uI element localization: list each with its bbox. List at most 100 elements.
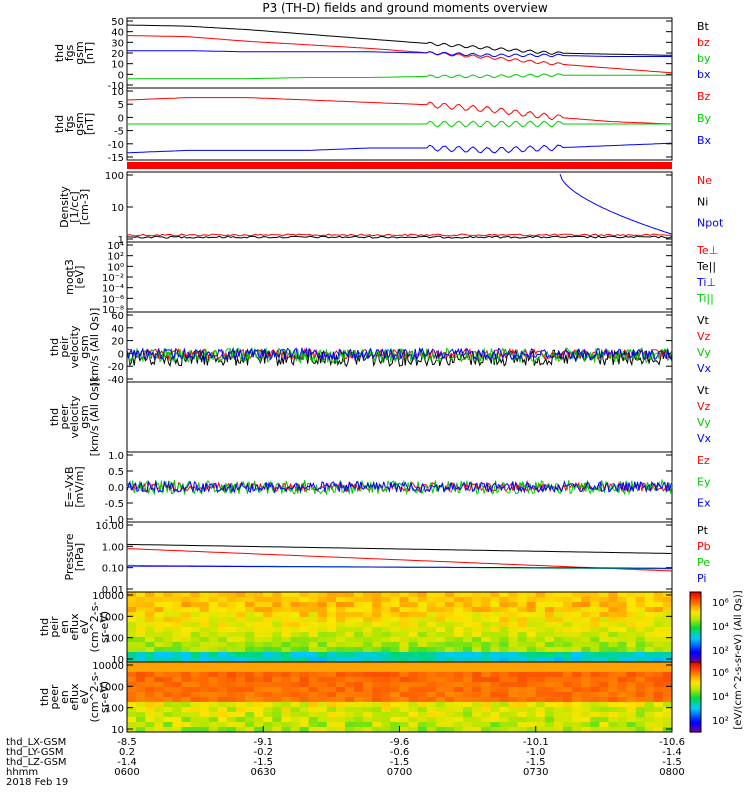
heatmap-cell [408,717,419,723]
heatmap-cell [599,647,609,653]
heatmap-cell [272,702,282,708]
heatmap-cell [490,662,500,668]
heatmap-cell [517,667,528,673]
heatmap-cell [335,647,346,653]
heatmap-cell [226,627,237,633]
heatmap-cell [372,697,382,703]
heatmap-cell [417,717,428,723]
heatmap-cell [626,597,637,603]
heatmap-cell [608,717,618,723]
heatmap-cell [499,597,509,603]
heatmap-cell [163,622,173,628]
heatmap-cell [644,657,655,663]
heatmap-cell [154,677,164,683]
heatmap-cell [508,642,519,648]
heatmap-cell [390,677,400,683]
heatmap-cell [535,627,546,633]
heatmap-cell [154,667,164,673]
heatmap-cell [208,707,219,713]
heatmap-cell [635,642,646,648]
heatmap-cell [499,707,509,713]
legend-Pb: Pb [697,540,711,553]
heatmap-cell [499,627,509,633]
heatmap-cell [544,712,555,718]
heatmap-cell [317,642,328,648]
heatmap-cell [526,687,537,693]
heatmap-cell [617,672,628,678]
heatmap-cell [563,632,573,638]
heatmap-cell [308,607,319,613]
heatmap-cell [635,727,646,733]
heatmap-cell [417,682,428,688]
heatmap-cell [417,632,428,638]
heatmap-cell [472,722,482,728]
heatmap-cell [236,697,246,703]
y-tick-label: 0.5 [108,467,124,478]
heatmap-cell [154,682,164,688]
heatmap-cell [517,697,528,703]
heatmap-cell [662,722,673,728]
heatmap-cell [245,697,255,703]
heatmap-cell [154,712,164,718]
heatmap-cell [662,672,673,678]
heatmap-cell [381,657,391,663]
heatmap-cell [635,622,646,628]
heatmap-cell [608,662,618,668]
heatmap-cell [481,597,491,603]
heatmap-cell [617,592,628,598]
heatmap-cell [226,597,237,603]
heatmap-cell [526,702,537,708]
heatmap-cell [172,667,182,673]
heatmap-cell [145,662,155,668]
heatmap-cell [308,697,319,703]
heatmap-cell [572,637,582,643]
heatmap-cell [472,712,482,718]
heatmap-cell [553,667,564,673]
heatmap-cell [363,612,373,618]
heatmap-cell [390,712,400,718]
heatmap-cell [481,722,491,728]
colorbar-upper-cell [690,653,701,656]
heatmap-cell [381,647,391,653]
heatmap-cell [299,702,310,708]
heatmap-cell [508,622,519,628]
heatmap-cell [354,692,364,698]
heatmap-cell [263,722,273,728]
heatmap-cell [662,647,673,653]
heatmap-cell [317,692,328,698]
heatmap-cell [145,682,155,688]
heatmap-cell [535,692,546,698]
y-axis-label: peer [48,684,61,710]
heatmap-cell [435,622,446,628]
heatmap-cell [127,702,137,708]
series-Vx [126,346,673,362]
colorbar-lower-cell [690,679,701,682]
heatmap-cell [236,612,246,618]
colorbar-lower-cell [690,716,701,719]
heatmap-cell [245,607,255,613]
series-Pt [126,543,673,554]
heatmap-cell [345,627,355,633]
heatmap-cell [626,722,637,728]
legend-Pe: Pe [697,556,710,569]
heatmap-cell [517,707,528,713]
heatmap-cell [226,617,237,623]
colorbar-upper-cell [690,593,701,597]
heatmap-cell [444,617,455,623]
heatmap-cell [145,597,155,603]
y-axis-label: [eV] [73,266,86,289]
heatmap-cell [281,702,291,708]
heatmap-cell [317,647,328,653]
heatmap-cell [635,697,646,703]
heatmap-cell [563,717,573,723]
heatmap-cell [263,652,273,658]
heatmap-cell [499,642,509,648]
heatmap-cell [599,592,609,598]
heatmap-cell [553,642,564,648]
heatmap-cell [408,667,419,673]
heatmap-cell [272,687,282,693]
heatmap-cell [463,592,473,598]
heatmap-cell [608,607,618,613]
heatmap-cell [635,632,646,638]
heatmap-cell [290,647,301,653]
